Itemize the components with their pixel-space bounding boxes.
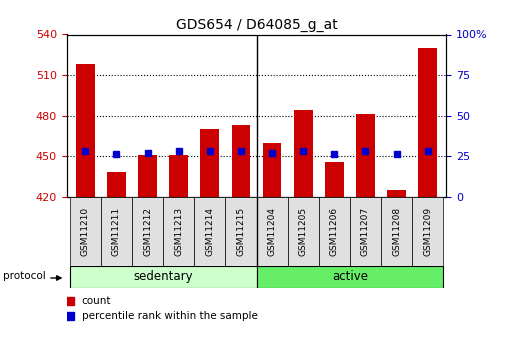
- FancyBboxPatch shape: [101, 197, 132, 266]
- FancyBboxPatch shape: [288, 197, 319, 266]
- FancyBboxPatch shape: [256, 266, 443, 288]
- FancyBboxPatch shape: [319, 197, 350, 266]
- Bar: [107, 172, 126, 197]
- Bar: [356, 114, 374, 197]
- FancyBboxPatch shape: [256, 197, 288, 266]
- Bar: [76, 64, 95, 197]
- Bar: [294, 110, 312, 197]
- Bar: [201, 129, 219, 197]
- Bar: [263, 142, 282, 197]
- Text: active: active: [332, 270, 368, 283]
- Bar: [325, 161, 344, 197]
- FancyBboxPatch shape: [412, 197, 443, 266]
- FancyBboxPatch shape: [70, 266, 256, 288]
- Text: count: count: [82, 296, 111, 306]
- Bar: [169, 155, 188, 197]
- Text: GSM11208: GSM11208: [392, 207, 401, 256]
- Bar: [418, 48, 437, 197]
- Bar: [139, 155, 157, 197]
- Text: GSM11212: GSM11212: [143, 207, 152, 256]
- Title: GDS654 / D64085_g_at: GDS654 / D64085_g_at: [175, 18, 338, 32]
- Text: GSM11210: GSM11210: [81, 207, 90, 256]
- Text: sedentary: sedentary: [133, 270, 193, 283]
- Text: protocol: protocol: [3, 271, 46, 281]
- Text: GSM11214: GSM11214: [205, 207, 214, 256]
- Text: GSM11204: GSM11204: [268, 207, 277, 256]
- FancyBboxPatch shape: [350, 197, 381, 266]
- FancyBboxPatch shape: [70, 197, 101, 266]
- Text: GSM11206: GSM11206: [330, 207, 339, 256]
- Text: GSM11215: GSM11215: [236, 207, 245, 256]
- Bar: [231, 125, 250, 197]
- Bar: [387, 190, 406, 197]
- FancyBboxPatch shape: [163, 197, 194, 266]
- FancyBboxPatch shape: [225, 197, 256, 266]
- Text: GSM11209: GSM11209: [423, 207, 432, 256]
- Text: GSM11207: GSM11207: [361, 207, 370, 256]
- Text: GSM11205: GSM11205: [299, 207, 308, 256]
- FancyBboxPatch shape: [194, 197, 225, 266]
- Text: GSM11213: GSM11213: [174, 207, 183, 256]
- FancyBboxPatch shape: [132, 197, 163, 266]
- Text: percentile rank within the sample: percentile rank within the sample: [82, 312, 258, 321]
- Text: GSM11211: GSM11211: [112, 207, 121, 256]
- FancyBboxPatch shape: [381, 197, 412, 266]
